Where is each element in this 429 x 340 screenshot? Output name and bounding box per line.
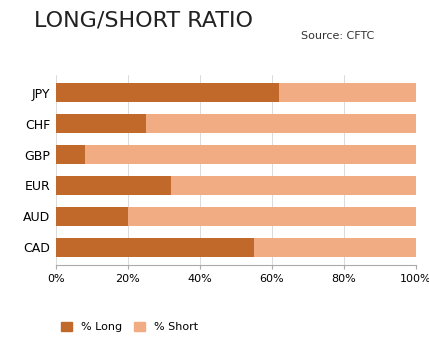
Bar [56,83,279,102]
Bar [56,207,128,226]
Legend: % Long, % Short: % Long, % Short [61,322,198,332]
Bar [85,145,416,164]
Bar [279,83,416,102]
Bar [171,176,416,195]
Bar [254,238,416,257]
Bar [56,114,146,133]
Bar [128,207,416,226]
Text: Source: CFTC: Source: CFTC [301,31,374,40]
Text: LONG/SHORT RATIO: LONG/SHORT RATIO [34,10,253,30]
Bar [146,114,416,133]
Bar [56,145,85,164]
Bar [56,238,254,257]
Bar [56,176,171,195]
